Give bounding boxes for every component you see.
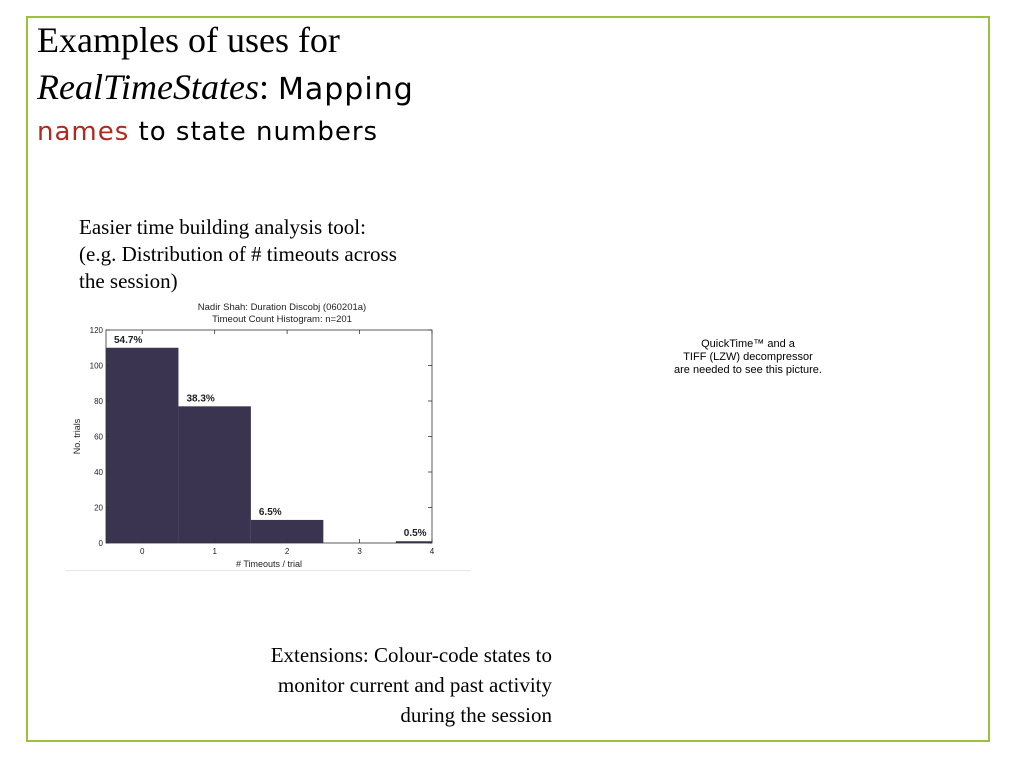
bars-group [106, 347, 432, 543]
quicktime-placeholder: QuickTime™ and a TIFF (LZW) decompressor… [648, 338, 848, 377]
y-tick-40: 40 [94, 468, 432, 477]
data-label-0: 54.7% [114, 335, 142, 346]
y-axis-ticks: 0 20 40 60 80 100 120 [90, 326, 432, 548]
intro-line-1: Easier time building analysis tool: [79, 215, 366, 239]
title-line-3-rest: to state numbers [129, 117, 379, 147]
data-label-1: 38.3% [186, 393, 214, 404]
histogram-figure: Nadir Shah: Duration Discobj (060201a) T… [66, 298, 470, 572]
y-axis-label: No. trials [72, 418, 82, 454]
extensions-line-2: monitor current and past activity [277, 673, 552, 697]
y-tick-120: 120 [90, 326, 432, 335]
chart-subtitle: Timeout Count Histogram: n=201 [212, 314, 352, 325]
title-colon: : [258, 67, 269, 107]
x-tick-3: 3 [357, 330, 362, 556]
extensions-line-3: during the session [400, 703, 552, 727]
x-axis-ticks: 0 1 2 3 4 [140, 330, 435, 556]
svg-text:0: 0 [140, 547, 145, 556]
y-tick-20: 20 [94, 504, 432, 513]
svg-text:40: 40 [94, 468, 103, 477]
bar-1 [178, 406, 251, 543]
svg-text:4: 4 [430, 547, 435, 556]
svg-text:2: 2 [285, 547, 290, 556]
title-italic-term: RealTimeStates [37, 67, 259, 107]
extensions-text: Extensions: Colour-code states to monito… [180, 640, 552, 730]
slide-frame [26, 16, 990, 742]
svg-text:80: 80 [94, 397, 103, 406]
svg-text:100: 100 [90, 362, 104, 371]
data-labels-group: 54.7% 38.3% 6.5% 0.5% [114, 335, 427, 539]
svg-text:0: 0 [99, 539, 104, 548]
title-line-3: names to state numbers [37, 115, 414, 149]
bar-4 [395, 541, 432, 543]
svg-text:3: 3 [357, 547, 362, 556]
bar-0 [106, 347, 179, 543]
placeholder-line-1: QuickTime™ and a [701, 338, 795, 350]
y-tick-80: 80 [94, 397, 432, 406]
x-tick-2: 2 [285, 330, 290, 556]
x-tick-4: 4 [430, 330, 435, 556]
intro-line-3: the session) [79, 269, 178, 293]
figure-bottom-edge [66, 570, 470, 571]
title-script-word: Mapping [278, 72, 414, 107]
x-tick-0: 0 [140, 330, 145, 556]
placeholder-line-3: are needed to see this picture. [674, 364, 822, 376]
title-highlight-word: names [37, 117, 130, 147]
title-line-1: Examples of uses for [37, 20, 340, 60]
title-line-2: RealTimeStates: Mapping [37, 62, 414, 115]
y-tick-100: 100 [90, 362, 432, 371]
x-axis-label: # Timeouts / trial [236, 559, 302, 569]
intro-text: Easier time building analysis tool: (e.g… [79, 214, 479, 295]
chart-title: Nadir Shah: Duration Discobj (060201a) [198, 302, 366, 313]
data-label-2: 6.5% [259, 507, 282, 518]
y-tick-60: 60 [94, 433, 432, 442]
slide-title: Examples of uses for RealTimeStates: Map… [37, 18, 414, 149]
intro-line-2: (e.g. Distribution of # timeouts across [79, 242, 397, 266]
y-tick-0: 0 [99, 539, 432, 548]
svg-text:1: 1 [212, 547, 217, 556]
svg-text:120: 120 [90, 326, 104, 335]
extensions-line-1: Extensions: Colour-code states to [270, 643, 552, 667]
x-tick-1: 1 [212, 330, 217, 556]
svg-text:20: 20 [94, 504, 103, 513]
bar-2 [250, 519, 324, 543]
placeholder-line-2: TIFF (LZW) decompressor [683, 351, 813, 363]
svg-text:60: 60 [94, 433, 103, 442]
histogram-chart: Nadir Shah: Duration Discobj (060201a) T… [72, 302, 435, 569]
data-label-4: 0.5% [404, 528, 427, 539]
